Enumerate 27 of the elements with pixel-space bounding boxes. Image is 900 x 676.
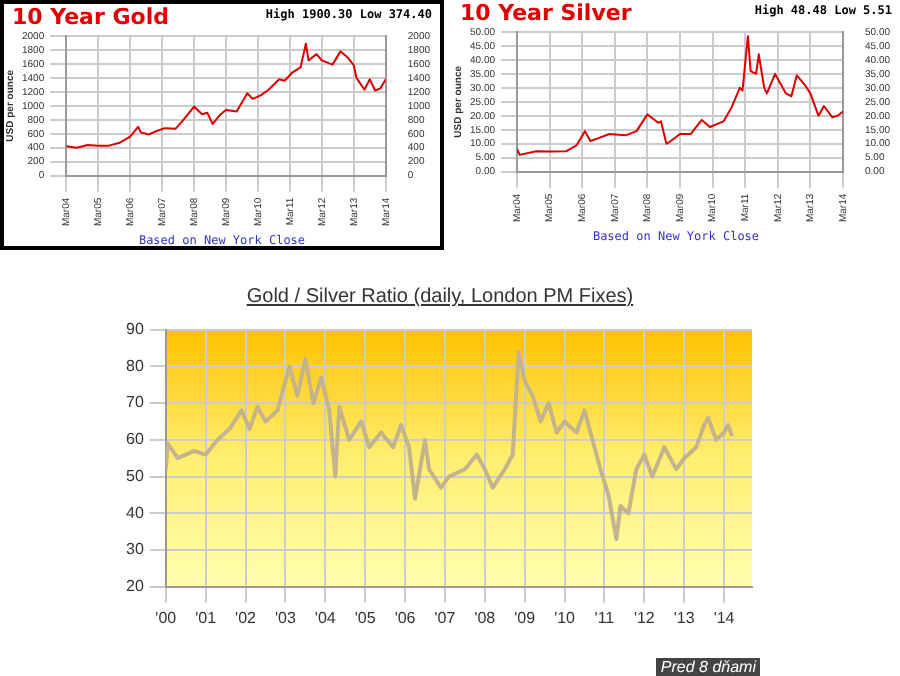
text: Pred 8 dňami: [656, 658, 760, 676]
x-tick-label: '14: [713, 608, 736, 627]
y-tick-label: 90: [125, 320, 145, 339]
x-tick-label: '11: [594, 608, 616, 627]
y-tick-label: 50: [125, 466, 145, 485]
y-tick-label: 60: [125, 430, 145, 449]
x-tick-label: '04: [314, 608, 337, 627]
x-tick-label: '08: [474, 608, 497, 627]
x-tick-label: '10: [554, 608, 577, 627]
x-tick-label: '00: [155, 608, 178, 627]
x-tick-label: '01: [195, 608, 218, 627]
x-tick-label: '09: [514, 608, 537, 627]
x-tick-label: '07: [434, 608, 457, 627]
y-tick-label: 30: [125, 540, 145, 559]
y-tick-label: 20: [125, 577, 145, 596]
y-tick-label: 40: [125, 503, 145, 522]
x-tick-label: '02: [235, 608, 258, 627]
y-tick-label: 80: [125, 356, 145, 375]
x-tick-label: '03: [274, 608, 297, 627]
chart-title: 10 Year Gold: [12, 4, 169, 30]
x-tick-label: '06: [394, 608, 417, 627]
x-tick-label: '05: [354, 608, 377, 627]
chart-title: Gold / Silver Ratio (daily, London PM Fixes): [244, 286, 636, 308]
x-tick-label: '13: [673, 608, 696, 627]
y-tick-label: 70: [125, 393, 145, 412]
chart-title: 10 Year Silver: [460, 0, 632, 26]
x-tick-label: '12: [633, 608, 656, 627]
